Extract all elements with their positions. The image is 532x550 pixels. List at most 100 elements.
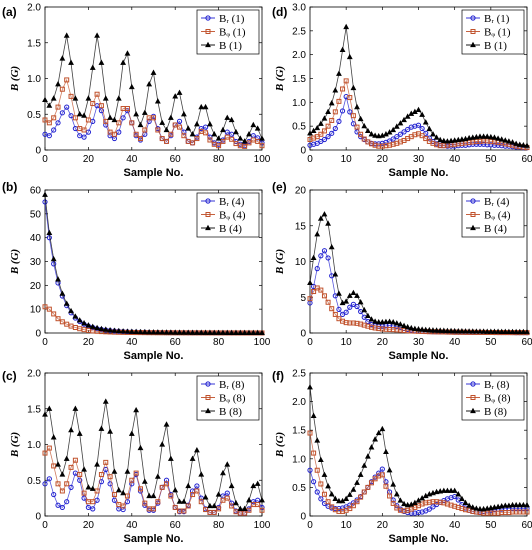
data-point xyxy=(63,455,70,461)
data-point xyxy=(193,446,200,453)
data-point xyxy=(203,507,209,513)
data-point xyxy=(419,133,425,139)
data-point xyxy=(120,489,127,496)
data-point xyxy=(203,130,209,136)
data-point xyxy=(473,133,480,140)
x-axis-label: Sample No. xyxy=(124,350,184,362)
data-point xyxy=(321,211,328,217)
data-point xyxy=(124,50,131,56)
data-point xyxy=(354,499,360,505)
data-point xyxy=(390,500,396,506)
data-point xyxy=(325,483,331,489)
data-point xyxy=(509,501,516,508)
y-axis-label: B (G) xyxy=(9,432,21,458)
data-point xyxy=(111,492,117,498)
x-tick-label: 40 xyxy=(449,520,461,531)
data-point xyxy=(310,412,317,419)
data-point xyxy=(390,126,397,133)
data-point xyxy=(137,444,144,451)
data-point xyxy=(259,329,265,336)
x-tick-label: 100 xyxy=(254,337,271,348)
data-point xyxy=(314,124,321,131)
data-point xyxy=(336,290,342,296)
data-point xyxy=(102,326,109,332)
y-tick-label: 0 xyxy=(35,329,41,340)
data-point xyxy=(59,110,65,116)
data-point xyxy=(176,498,183,504)
data-point xyxy=(55,316,61,322)
x-tick-label: 50 xyxy=(485,337,497,348)
data-point xyxy=(361,136,367,142)
data-point xyxy=(42,481,48,487)
data-point xyxy=(207,329,213,335)
data-point xyxy=(368,480,374,486)
data-point xyxy=(495,328,501,334)
data-point xyxy=(368,131,375,137)
x-tick-label: 10 xyxy=(341,520,353,531)
data-point xyxy=(311,450,317,456)
y-tick-label: 2.5 xyxy=(292,26,306,37)
data-point xyxy=(506,138,512,144)
data-point xyxy=(202,494,209,500)
data-point xyxy=(215,329,222,335)
data-point xyxy=(68,426,74,433)
data-point xyxy=(98,103,104,109)
x-tick-label: 60 xyxy=(170,337,182,348)
data-point xyxy=(189,329,196,335)
data-point xyxy=(72,313,79,319)
data-point xyxy=(68,484,74,490)
data-point xyxy=(346,53,353,60)
data-point xyxy=(111,327,118,333)
chart-panel-c: 0 20 40 60 80 100 0 0.5 1.0 1.5 2.0 Sample No. B (G)… xyxy=(2,369,271,546)
data-point xyxy=(120,115,126,121)
data-point xyxy=(180,498,187,504)
data-point xyxy=(433,134,440,140)
data-point xyxy=(386,318,393,324)
data-point xyxy=(133,111,140,117)
data-point xyxy=(328,243,335,250)
y-tick-label: 0 xyxy=(35,512,41,523)
data-point xyxy=(325,108,331,114)
data-point xyxy=(124,493,130,499)
data-point xyxy=(368,316,375,322)
data-point xyxy=(448,327,454,334)
data-point xyxy=(390,481,397,487)
data-point xyxy=(137,486,143,492)
data-point xyxy=(151,506,156,512)
legend-label: Bᵣ (1) xyxy=(219,13,245,25)
data-point xyxy=(415,326,422,332)
data-point xyxy=(254,125,261,131)
data-point xyxy=(51,127,57,133)
data-point xyxy=(364,453,371,459)
data-point xyxy=(415,106,422,113)
data-point xyxy=(397,321,404,327)
data-point xyxy=(401,500,407,507)
data-point xyxy=(51,261,57,267)
data-point xyxy=(207,502,213,509)
data-point xyxy=(332,125,338,132)
data-point xyxy=(379,466,385,472)
series-2 xyxy=(307,430,530,516)
y-tick-label: 0 xyxy=(35,146,41,157)
y-tick-label: 30 xyxy=(30,257,42,268)
data-point xyxy=(176,118,183,125)
data-point xyxy=(469,134,476,140)
x-tick-label: 50 xyxy=(485,520,497,531)
data-point xyxy=(72,95,79,101)
data-point xyxy=(451,487,458,493)
data-point xyxy=(379,425,386,432)
panel-label: (c) xyxy=(2,369,17,383)
x-tick-label: 10 xyxy=(341,337,353,348)
data-point xyxy=(137,136,143,142)
data-point xyxy=(94,488,100,494)
legend-marker xyxy=(470,41,476,48)
data-point xyxy=(190,492,196,498)
data-point xyxy=(94,32,100,38)
data-point xyxy=(211,131,218,137)
data-point xyxy=(168,493,174,499)
chart-panel-f: 0 10 20 30 40 50 60 0 0.5 1.0 1.5 2.0 2.5 Sample No. B… xyxy=(272,369,532,546)
legend-marker xyxy=(470,381,476,387)
data-point xyxy=(318,131,324,137)
data-point xyxy=(42,199,48,205)
data-point xyxy=(198,329,205,335)
